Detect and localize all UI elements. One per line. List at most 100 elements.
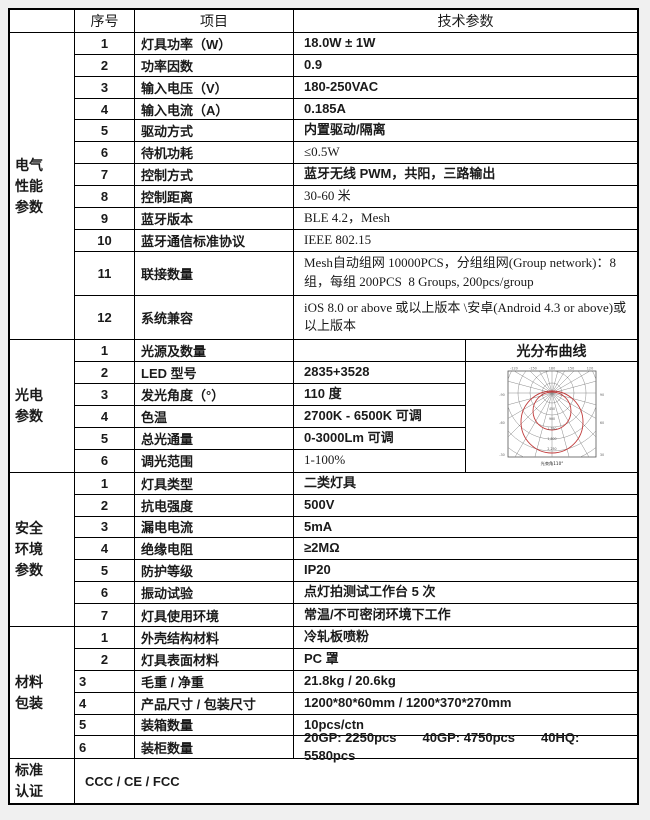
table-row: 2 LED 型号 2835+3528 [75, 362, 465, 385]
section-certification: 标准认证 CCC / CE / FCC [10, 759, 637, 804]
polar-caption: 光束角110° [540, 460, 563, 467]
row-item: 功率因数 [135, 54, 294, 76]
row-item: 蓝牙版本 [135, 208, 294, 229]
group-label-certification: 标准认证 [10, 759, 75, 804]
row-item: 产品尺寸 / 包装尺寸 [135, 692, 294, 714]
table-row: 3 输入电压（V） 180-250VAC [75, 76, 637, 99]
table-row: 5 驱动方式 内置驱动/隔离 [75, 120, 637, 143]
row-item: 抗电强度 [135, 494, 294, 516]
table-row: 5 装箱数量 10pcs/ctn [75, 714, 637, 737]
row-num: 2 [75, 54, 135, 76]
table-row: 8 控制距离 30-60 米 [75, 186, 637, 209]
section-photoelectric: 光电参数 1 光源及数量 2 LED 型号 2835+3528 3 发光角度（°） 110… [10, 340, 637, 473]
polar-angle-label: 90 [599, 393, 603, 397]
row-value: 点灯拍测试工作台 5 次 [304, 584, 436, 600]
row-value: 0.9 [304, 56, 323, 72]
row-value: Mesh自动组网 10000PCS，分组组网(Group network)：8 … [304, 255, 620, 290]
row-item: 控制距离 [135, 186, 294, 208]
row-num: 6 [75, 142, 135, 164]
row-value: 20GP: 2250pcs 40GP: 4750pcs 40HQ: 5580pc… [304, 729, 583, 764]
row-num: 3 [75, 670, 135, 692]
row-num: 1 [75, 626, 135, 648]
row-item: 调光范围 [135, 449, 294, 472]
row-item: 振动试验 [135, 582, 294, 604]
row-item: 灯具使用环境 [135, 604, 294, 626]
table-row: 1 灯具类型 二类灯具 [75, 472, 637, 495]
row-value: 1-100% [304, 452, 346, 468]
table-row: 3 毛重 / 净重 21.8kg / 20.6kg [75, 670, 637, 693]
row-num: 11 [75, 251, 135, 295]
row-item: 色温 [135, 406, 294, 427]
row-item: 驱动方式 [135, 120, 294, 142]
light-distribution-title: 光分布曲线 [466, 340, 637, 363]
row-value: PC 罩 [304, 650, 339, 666]
table-row: 1 灯具功率（W） 18.0W ± 1W [75, 32, 637, 55]
table-row: 6 待机功耗 ≤0.5W [75, 142, 637, 165]
row-item: 控制方式 [135, 164, 294, 186]
table-row: 2 灯具表面材料 PC 罩 [75, 648, 637, 671]
row-num: 2 [75, 648, 135, 670]
table-header-row: 序号 项目 技术参数 [10, 10, 637, 33]
polar-angle-label: 60 [599, 421, 603, 425]
row-value: 500V [304, 496, 335, 512]
row-item: 联接数量 [135, 251, 294, 295]
polar-intensity-tick: 1,350 [547, 427, 556, 431]
row-num: 8 [75, 186, 135, 208]
polar-angle-label: -120 [510, 367, 518, 371]
row-value: 2835+3528 [304, 364, 370, 380]
table-row: 4 输入电流（A） 0.185A [75, 98, 637, 121]
row-value: iOS 8.0 or above 或以上版本 \安卓(Android 4.3 o… [304, 299, 627, 334]
polar-intensity-tick: 1,800 [547, 437, 556, 441]
row-value: 5mA [304, 518, 333, 534]
polar-angle-label: -150 [529, 367, 537, 371]
row-num: 5 [75, 560, 135, 582]
row-item: 灯具类型 [135, 472, 294, 494]
row-num: 4 [75, 406, 135, 427]
table-row: 2 功率因数 0.9 [75, 54, 637, 77]
group-label-electrical: 电气性能参数 [10, 32, 75, 340]
spec-table: 序号 项目 技术参数 电气性能参数 1 灯具功率（W） 18.0W ± 1W 2 功率… [8, 8, 639, 806]
row-value: IP20 [304, 562, 331, 578]
row-value: 内置驱动/隔离 [304, 122, 386, 138]
polar-angle-label: -60 [499, 421, 505, 425]
group-label-materials: 材料包装 [10, 626, 75, 759]
row-item: 装柜数量 [135, 736, 294, 759]
section-safety: 安全环境参数 1 灯具类型 二类灯具 2 抗电强度 500V 3 漏电电流 5mA 4 绝缘电… [10, 472, 637, 627]
row-num: 7 [75, 164, 135, 186]
table-row: 6 调光范围 1-100% [75, 449, 465, 472]
row-item: 发光角度（°） [135, 384, 294, 406]
polar-angle-label: 30 [599, 453, 603, 457]
polar-intensity-tick: 900 [548, 417, 554, 421]
row-num: 2 [75, 362, 135, 384]
table-row: 7 控制方式 蓝牙无线 PWM，共阳，三路输出 [75, 164, 637, 187]
row-value: ≥2MΩ [304, 540, 340, 556]
polar-angle-label: -30 [499, 453, 505, 457]
section-electrical: 电气性能参数 1 灯具功率（W） 18.0W ± 1W 2 功率因数 0.9 3 输入电压… [10, 32, 637, 341]
polar-angle-label: 120 [586, 367, 592, 371]
row-value: 2700K - 6500K 可调 [304, 408, 422, 424]
row-num: 5 [75, 120, 135, 142]
table-row: 1 光源及数量 [75, 340, 465, 363]
row-value: 0-3000Lm 可调 [304, 429, 394, 445]
row-num: 6 [75, 582, 135, 604]
row-item: 光源及数量 [135, 340, 294, 362]
polar-curve [520, 390, 583, 454]
row-item: 系统兼容 [135, 295, 294, 340]
header-col-value: 技术参数 [437, 12, 494, 29]
light-distribution-chart: -120 -150 180 150 120 -90 -60 -30 90 60 … [466, 362, 637, 472]
table-row: 7 灯具使用环境 常温/不可密闭环境下工作 [75, 604, 637, 626]
header-col-item: 项目 [135, 10, 294, 32]
row-num: 6 [75, 736, 135, 759]
row-value [294, 340, 465, 361]
row-value: 30-60 米 [304, 188, 351, 204]
row-num: 3 [75, 384, 135, 406]
row-value: BLE 4.2，Mesh [304, 210, 390, 226]
certification-value: CCC / CE / FCC [85, 773, 180, 789]
row-num: 4 [75, 538, 135, 560]
row-num: 6 [75, 449, 135, 472]
row-value: 180-250VAC [304, 78, 379, 94]
row-num: 7 [75, 604, 135, 626]
polar-diagram: -120 -150 180 150 120 -90 -60 -30 90 60 … [499, 367, 604, 467]
row-item: 灯具表面材料 [135, 648, 294, 670]
row-value: 110 度 [304, 386, 342, 402]
